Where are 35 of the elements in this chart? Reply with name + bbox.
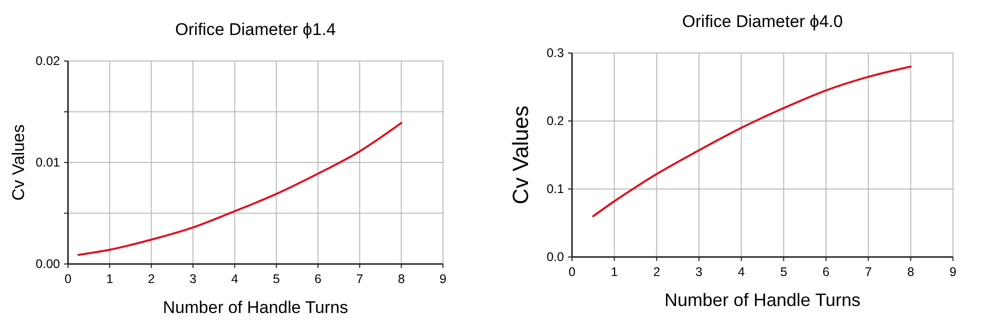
x-tick-label: 8	[907, 265, 914, 279]
x-tick-label: 9	[440, 272, 447, 286]
y-tick-label: 0.02	[36, 54, 60, 68]
x-tick-label: 0	[568, 265, 576, 279]
x-tick-label: 3	[696, 265, 703, 279]
y-axis-title: Cv Values	[508, 106, 533, 204]
line-series	[77, 122, 402, 256]
x-tick-label: 0	[64, 272, 72, 286]
x-tick-label: 2	[653, 265, 660, 279]
x-axis-title: Number of Handle Turns	[162, 298, 348, 317]
x-tick-label: 3	[190, 272, 197, 286]
x-tick-label: 9	[950, 265, 957, 279]
x-tick-label: 7	[864, 265, 872, 279]
y-tick-label: 0.1	[546, 182, 564, 196]
x-tick-label: 7	[356, 272, 364, 286]
chart-title: Orifice Diameter ϕ4.0	[682, 12, 843, 31]
y-axis-title: Cv Values	[9, 124, 28, 201]
y-tick-label: 0.3	[546, 46, 564, 60]
x-tick-label: 8	[398, 272, 405, 286]
x-tick-label: 5	[272, 272, 280, 286]
x-tick-label: 6	[314, 272, 322, 286]
x-tick-label: 6	[822, 265, 830, 279]
y-tick-label: 0.2	[546, 114, 564, 128]
chart-title: Orifice Diameter ϕ1.4	[175, 20, 336, 39]
x-tick-label: 5	[780, 265, 788, 279]
x-tick-label: 1	[610, 265, 618, 279]
line-series	[592, 66, 912, 218]
y-tick-label: 0.01	[36, 156, 60, 170]
y-tick-label: 0.00	[36, 257, 60, 271]
x-tick-label: 4	[231, 272, 238, 286]
x-tick-label: 2	[148, 272, 155, 286]
x-axis-title: Number of Handle Turns	[664, 290, 861, 310]
y-tick-label: 0.0	[546, 250, 564, 264]
x-tick-label: 4	[738, 265, 745, 279]
x-tick-label: 1	[106, 272, 114, 286]
